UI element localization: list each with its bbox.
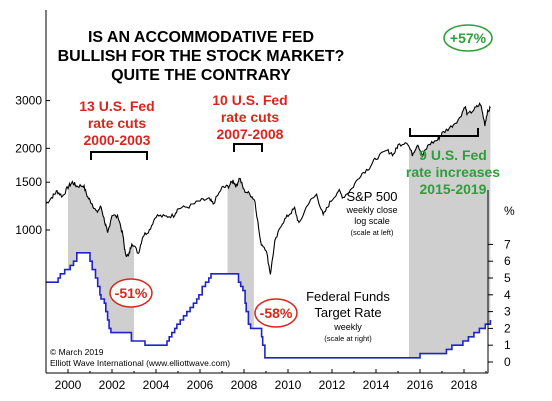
x-tick-label-2004: 2004 bbox=[143, 378, 170, 392]
cuts-2000-line-1: 13 U.S. Fed bbox=[79, 98, 154, 114]
fed-sub: weekly bbox=[333, 322, 362, 332]
x-tick-label-2016: 2016 bbox=[407, 378, 434, 392]
hikes-2015-line-3: 2015-2019 bbox=[420, 181, 487, 197]
right-axis-unit: % bbox=[504, 204, 515, 218]
chart-title-line-2: BULLISH FOR THE STOCK MARKET? bbox=[58, 48, 345, 65]
hikes-2015-line-2: rate increases bbox=[406, 164, 500, 180]
gain-2019-label: +57% bbox=[450, 30, 487, 46]
right-tick-label-2: 2 bbox=[504, 321, 511, 335]
drop-2002-bubble bbox=[109, 278, 153, 308]
hikes-2015-bracket bbox=[409, 128, 479, 137]
cuts-2007-bracket bbox=[233, 143, 263, 152]
right-tick-label-6: 6 bbox=[504, 254, 511, 268]
sp500-line bbox=[45, 102, 491, 275]
right-tick-label-4: 4 bbox=[504, 288, 511, 302]
sp500-series bbox=[45, 102, 491, 275]
right-tick-label-5: 5 bbox=[504, 271, 511, 285]
cuts-2007-line-2: rate cuts bbox=[221, 109, 280, 125]
fed-note: (scale at right) bbox=[324, 334, 372, 343]
x-tick-label-2010: 2010 bbox=[275, 378, 302, 392]
credit-line-2: Elliott Wave International (www.elliottw… bbox=[50, 358, 230, 368]
shaded-period-2 bbox=[409, 104, 491, 358]
gain-2019-bubble bbox=[443, 24, 493, 52]
right-tick-label-3: 3 bbox=[504, 305, 511, 319]
left-tick-label-2000: 2000 bbox=[15, 141, 42, 155]
drop-2002-label: -51% bbox=[115, 285, 148, 301]
x-tick-label-2006: 2006 bbox=[187, 378, 214, 392]
x-tick-label-2002: 2002 bbox=[99, 378, 126, 392]
x-tick-label-2014: 2014 bbox=[363, 378, 390, 392]
left-tick-label-1500: 1500 bbox=[15, 175, 42, 189]
drop-2009-label: -58% bbox=[260, 305, 293, 321]
shaded-period-1 bbox=[227, 178, 254, 329]
left-axis-ticks: 1000 1500 2000 3000 bbox=[15, 94, 50, 237]
sp500-label: S&P 500 bbox=[346, 189, 397, 204]
x-tick-label-2012: 2012 bbox=[319, 378, 346, 392]
cuts-2000-bracket bbox=[90, 151, 148, 160]
x-axis-ticks: 2000 2002 2004 2006 2008 2010 2012 2014 2016 2018 bbox=[45, 369, 487, 392]
left-tick-label-1000: 1000 bbox=[15, 223, 42, 237]
fed-funds-series bbox=[46, 252, 492, 359]
right-tick-label-0: 0 bbox=[504, 355, 511, 369]
right-tick-label-1: 1 bbox=[504, 338, 511, 352]
cuts-2007-line-1: 10 U.S. Fed bbox=[212, 92, 287, 108]
sp500-sub-2: log scale bbox=[354, 216, 390, 226]
left-tick-label-3000: 3000 bbox=[15, 94, 42, 108]
sp500-sub-1: weekly close bbox=[345, 205, 397, 215]
fed-label-1: Federal Funds bbox=[306, 289, 390, 304]
chart-title-line-3: QUITE THE CONTRARY bbox=[111, 67, 291, 84]
sp500-note: (scale at left) bbox=[351, 228, 394, 237]
cuts-2007-line-3: 2007-2008 bbox=[217, 126, 284, 142]
right-tick-label-7: 7 bbox=[504, 237, 511, 251]
chart-title-line-1: IS AN ACCOMMODATIVE FED bbox=[88, 29, 314, 46]
x-tick-label-2000: 2000 bbox=[55, 378, 82, 392]
x-tick-label-2008: 2008 bbox=[231, 378, 258, 392]
cuts-2000-line-3: 2000-2003 bbox=[84, 132, 151, 148]
credit-line-1: © March 2019 bbox=[50, 347, 104, 357]
fed-label-2: Target Rate bbox=[314, 305, 381, 320]
right-axis-ticks: 0 1 2 3 4 5 6 7 bbox=[488, 237, 511, 369]
drop-2009-bubble bbox=[254, 298, 298, 328]
fed-funds-line bbox=[46, 252, 492, 359]
cuts-2000-line-2: rate cuts bbox=[88, 115, 147, 131]
x-tick-label-2018: 2018 bbox=[451, 378, 478, 392]
hikes-2015-line-1: 9 U.S. Fed bbox=[419, 147, 487, 163]
